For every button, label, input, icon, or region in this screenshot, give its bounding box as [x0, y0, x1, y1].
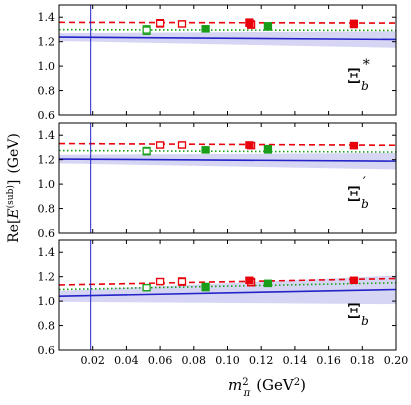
- panel-label-base: Ξ: [347, 182, 361, 206]
- y-tick-label: 0.8: [38, 85, 56, 98]
- x-tick-label: 0.18: [350, 354, 375, 367]
- x-tick-label: 0.20: [384, 354, 409, 367]
- fit-line-red-dashed: [59, 21, 396, 24]
- uncertainty-band: [59, 152, 396, 170]
- data-point: [263, 22, 273, 31]
- panel-label: Ξb ′: [347, 175, 369, 211]
- data-point: [155, 277, 165, 286]
- panels-group: 0.60.81.01.21.4Ξb*0.60.81.01.21.4Ξb′0.60…: [38, 4, 409, 367]
- data-point: [349, 276, 359, 284]
- data-point: [155, 19, 165, 27]
- fit-line-red-dashed: [59, 142, 396, 147]
- panel-label-sub: b: [361, 314, 369, 328]
- fit-line-green-dotted: [59, 28, 396, 32]
- fit-line-green-dotted: [59, 281, 396, 291]
- fit-line-red-dashed: [59, 277, 396, 286]
- y-tick-label: 1.4: [38, 11, 56, 24]
- y-tick-label: 0.6: [38, 344, 56, 357]
- panel-label: Ξb *: [347, 57, 370, 93]
- x-axis-label: m2 π (GeV2): [228, 376, 306, 399]
- y-tick-label: 0.8: [38, 203, 56, 216]
- uncertainty-band: [59, 31, 396, 48]
- panel-plot-area: [59, 123, 396, 233]
- data-point: [155, 141, 165, 149]
- panel-plot-area: [59, 240, 396, 350]
- data-point: [245, 19, 254, 27]
- panel-1: 0.6 0.8 1.0 1.2 1.4 Ξb *: [38, 4, 397, 122]
- panel-label-sup: *: [363, 57, 370, 73]
- data-point: [177, 277, 187, 286]
- data-point: [142, 284, 151, 292]
- y-tick-label: 1.0: [38, 295, 56, 308]
- data-point: [245, 141, 254, 149]
- data-point: [349, 20, 359, 28]
- y-tick-label: 1.2: [38, 154, 56, 167]
- data-point: [263, 279, 273, 288]
- data-point: [201, 146, 210, 154]
- data-point: [142, 147, 151, 155]
- panel-3: 0.6 0.8 1.0 1.2 1.4 0.02 0.04 0.06 0.08 0.10 0.12 0…: [38, 239, 409, 367]
- y-tick-label: 0.6: [38, 227, 56, 240]
- y-tick-label: 0.8: [38, 320, 56, 333]
- y-axis-label: Re[E(sub)](GeV): [5, 133, 22, 243]
- fit-line-blue: [59, 158, 396, 162]
- data-point: [201, 283, 210, 291]
- data-point: [177, 20, 187, 28]
- fit-line-blue: [59, 288, 396, 298]
- panel-label-sup: ′: [363, 175, 366, 191]
- x-tick-label: 0.08: [182, 354, 207, 367]
- data-point: [142, 26, 151, 34]
- x-tick-label: 0.16: [316, 354, 341, 367]
- panel-label-sub: b: [361, 197, 369, 211]
- y-tick-label: 1.0: [38, 60, 56, 73]
- y-tick-label: 1.2: [38, 36, 56, 49]
- panel-frame: [58, 4, 397, 116]
- x-tick-label: 0.12: [249, 354, 274, 367]
- fit-line-green-dotted: [59, 149, 396, 153]
- panel-2: 0.6 0.8 1.0 1.2 1.4 Ξb ′: [38, 122, 397, 240]
- panel-frame: [58, 122, 397, 234]
- data-point: [201, 25, 210, 33]
- panel-label: Ξb: [347, 299, 369, 328]
- fit-line-blue: [59, 36, 396, 41]
- x-tick-label: 0.14: [283, 354, 308, 367]
- uncertainty-band: [59, 275, 396, 305]
- x-tick-label: 0.10: [215, 354, 240, 367]
- y-tick-label: 1.4: [38, 129, 56, 142]
- data-point: [177, 141, 187, 149]
- panel-label-base: Ξ: [347, 299, 361, 323]
- y-tick-label: 1.2: [38, 271, 56, 284]
- y-tick-label: 0.6: [38, 109, 56, 122]
- data-point: [263, 145, 273, 153]
- x-tick-label: 0.04: [114, 354, 139, 367]
- panel-label-base: Ξ: [347, 64, 361, 88]
- y-tick-label: 1.0: [38, 178, 56, 191]
- data-point: [245, 276, 254, 284]
- data-point: [349, 141, 359, 150]
- x-tick-label: 0.02: [80, 354, 105, 367]
- x-tick-label: 0.06: [148, 354, 173, 367]
- panel-plot-area: [59, 5, 396, 115]
- panel-label-sub: b: [361, 79, 369, 93]
- y-tick-label: 1.4: [38, 246, 56, 259]
